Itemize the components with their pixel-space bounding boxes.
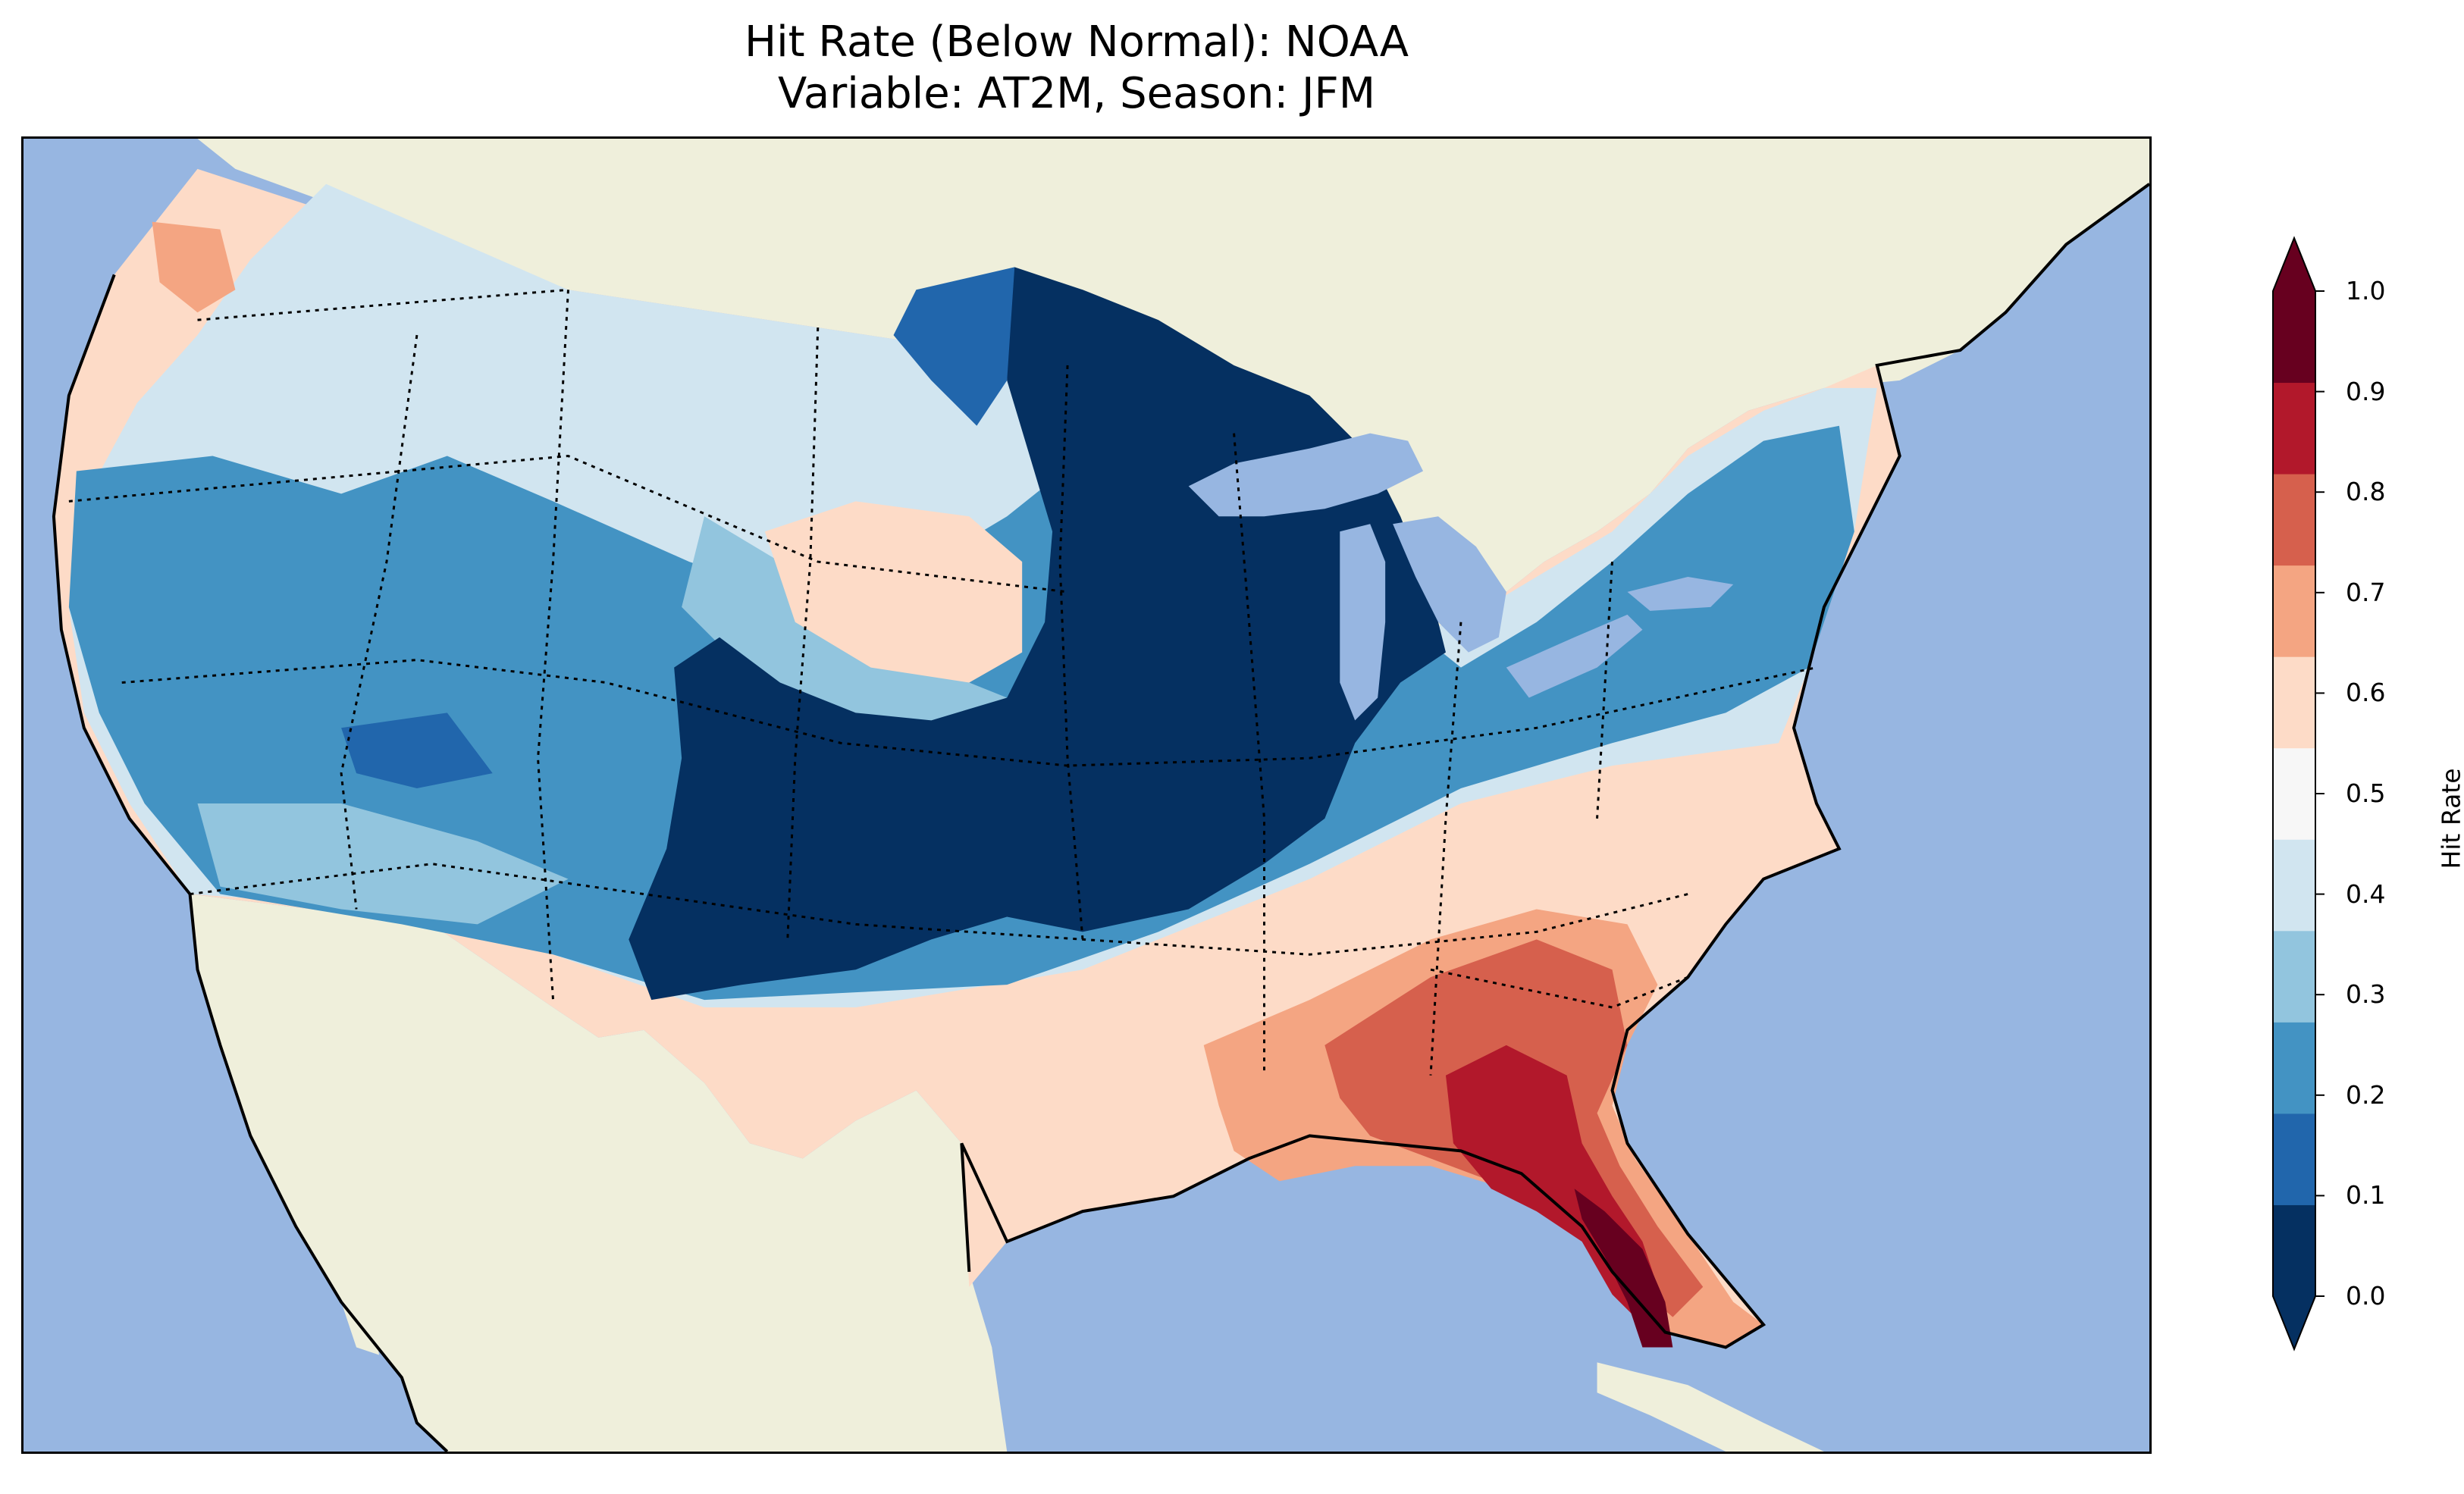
state-borders <box>68 288 1817 1076</box>
region-patch-sw <box>197 803 569 925</box>
baja-land <box>265 1000 379 1355</box>
colorbar-under-arrow <box>2273 1296 2315 1349</box>
colorbar-over-arrow <box>2273 238 2315 291</box>
colorbar-tick-label: 1.0 <box>2346 276 2386 305</box>
lake-huron <box>1393 516 1506 653</box>
title-line-2: Variable: AT2M, Season: JFM <box>777 69 1376 118</box>
colorbar-tick-label: 0.2 <box>2346 1079 2386 1110</box>
title-line-1: Hit Rate (Below Normal): NOAA <box>744 17 1409 67</box>
mexico-land <box>190 894 1008 1452</box>
colorbar-swatch <box>2273 930 2315 1023</box>
colorbar-swatch <box>2273 747 2315 840</box>
region-edge-blue-2 <box>341 713 493 789</box>
colorbar-tick-label: 0.4 <box>2346 879 2386 909</box>
colorbar-tick-label: 0.0 <box>2346 1281 2386 1311</box>
colorbar-swatch <box>2273 474 2315 566</box>
colorbar-tick-label: 0.5 <box>2346 778 2386 808</box>
colorbar-swatch <box>2273 1022 2315 1114</box>
colorbar-tick-label: 0.6 <box>2346 678 2386 708</box>
lake-superior <box>1188 433 1424 517</box>
colorbar-swatch <box>2273 656 2315 749</box>
region-darkblue-central <box>629 267 1446 1001</box>
colorbar-swatch <box>2273 382 2315 475</box>
region-dakota-pale <box>764 501 1023 683</box>
colorbar-tick-label: 0.7 <box>2346 577 2386 607</box>
colorbar-label: Hit Rate <box>2436 768 2464 869</box>
hit-rate-field <box>53 168 1900 1348</box>
colorbar-swatch <box>2273 291 2315 384</box>
colorbar-swatch <box>2273 1204 2315 1297</box>
colorbar-swatch <box>2273 565 2315 657</box>
region-edge-blue <box>893 267 1015 426</box>
region-nw-warm <box>152 221 236 313</box>
colorbar-swatch <box>2273 1113 2315 1205</box>
lake-michigan <box>1340 524 1386 721</box>
map-title: Hit Rate (Below Normal): NOAA Variable: … <box>0 17 2153 120</box>
colorbar-tick-label: 0.9 <box>2346 376 2386 406</box>
colorbar-tick-label: 0.1 <box>2346 1180 2386 1211</box>
lake-ontario <box>1627 576 1734 611</box>
colorbar-tick-label: 0.3 <box>2346 979 2386 1010</box>
region-se-darkest <box>1574 1189 1673 1348</box>
colorbar-swatches <box>2272 236 2324 1351</box>
coastlines <box>52 183 2149 1452</box>
map-frame <box>21 136 2152 1454</box>
colorbar-tick-label: 0.8 <box>2346 477 2386 507</box>
colorbar: 0.0 0.1 0.2 0.3 0.4 0.5 0.6 0.7 0.8 0.9 1.0 <box>2267 236 2449 1351</box>
map-canvas <box>24 139 2149 1452</box>
colorbar-swatch <box>2273 839 2315 932</box>
cuba-land <box>1597 1362 1824 1452</box>
